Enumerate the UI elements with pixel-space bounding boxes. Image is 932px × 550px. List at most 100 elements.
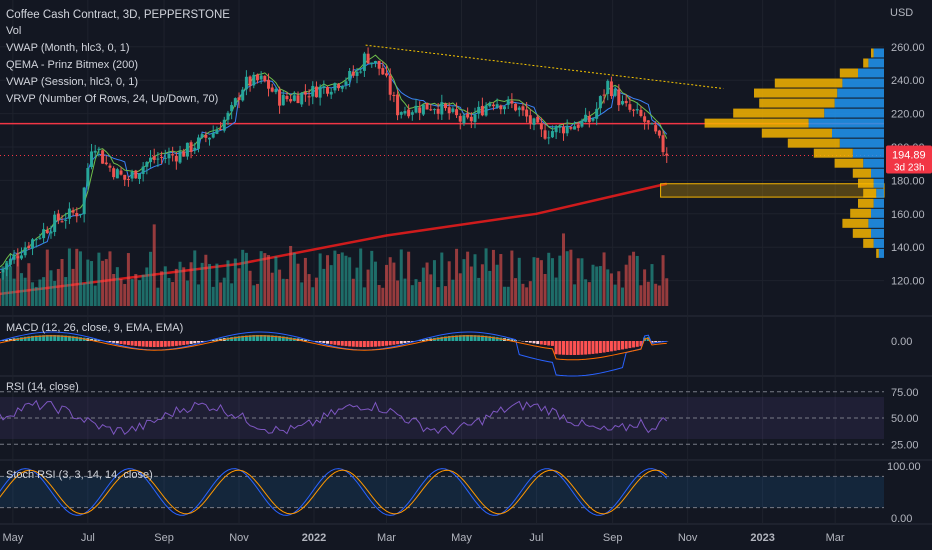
candle-body[interactable]	[126, 178, 130, 180]
candle-body[interactable]	[569, 127, 573, 129]
candle-body[interactable]	[182, 151, 186, 157]
candle-body[interactable]	[34, 239, 38, 241]
candle-body[interactable]	[617, 89, 621, 106]
candle-body[interactable]	[278, 89, 282, 106]
candle-body[interactable]	[506, 99, 510, 105]
candle-body[interactable]	[444, 103, 448, 109]
candle-body[interactable]	[565, 125, 569, 134]
candle-body[interactable]	[19, 255, 23, 259]
candle-body[interactable]	[145, 162, 149, 167]
indicator-vrvp[interactable]: VRVP (Number Of Rows, 24, Up/Down, 70)	[6, 93, 219, 105]
candle-body[interactable]	[8, 258, 12, 265]
candle-body[interactable]	[624, 101, 628, 104]
candle-body[interactable]	[101, 150, 105, 164]
candle-body[interactable]	[539, 123, 543, 130]
candle-body[interactable]	[532, 118, 536, 125]
candle-body[interactable]	[307, 96, 311, 98]
candle-body[interactable]	[620, 101, 624, 105]
candle-body[interactable]	[185, 142, 189, 157]
candle-body[interactable]	[167, 153, 171, 159]
chart-title[interactable]: Coffee Cash Contract, 3D, PEPPERSTONE	[6, 9, 230, 21]
indicator-volume[interactable]: Vol	[6, 25, 22, 37]
candle-body[interactable]	[429, 109, 433, 111]
candle-body[interactable]	[373, 61, 377, 64]
indicator-vwap-session[interactable]: VWAP (Session, hlc3, 0, 1)	[6, 76, 139, 88]
candle-body[interactable]	[82, 187, 86, 215]
candle-body[interactable]	[130, 171, 134, 179]
candle-body[interactable]	[366, 53, 370, 64]
candle-body[interactable]	[595, 108, 599, 119]
candle-body[interactable]	[75, 213, 79, 217]
candle-body[interactable]	[255, 74, 259, 81]
candle-body[interactable]	[491, 104, 495, 107]
candle-body[interactable]	[665, 153, 669, 156]
candle-body[interactable]	[469, 116, 473, 122]
candle-body[interactable]	[67, 208, 71, 219]
candle-body[interactable]	[204, 134, 208, 138]
candle-body[interactable]	[244, 76, 248, 90]
candle-body[interactable]	[407, 109, 411, 117]
candle-body[interactable]	[414, 105, 418, 113]
candle-body[interactable]	[418, 107, 422, 113]
candle-body[interactable]	[348, 70, 352, 81]
candle-body[interactable]	[115, 169, 119, 179]
candle-body[interactable]	[281, 94, 285, 106]
candle-body[interactable]	[381, 68, 385, 75]
candle-body[interactable]	[93, 150, 97, 153]
candle-body[interactable]	[300, 92, 304, 105]
candle-body[interactable]	[285, 95, 289, 100]
candle-body[interactable]	[536, 116, 540, 123]
candle-body[interactable]	[237, 97, 241, 100]
candle-body[interactable]	[661, 135, 665, 153]
candle-body[interactable]	[112, 168, 116, 178]
candle-body[interactable]	[318, 86, 322, 98]
candle-body[interactable]	[215, 129, 219, 134]
candle-body[interactable]	[432, 109, 436, 111]
candle-body[interactable]	[477, 106, 481, 114]
candle-body[interactable]	[60, 221, 64, 223]
candle-body[interactable]	[466, 113, 470, 118]
candle-body[interactable]	[525, 109, 529, 117]
candle-body[interactable]	[377, 60, 381, 69]
candle-body[interactable]	[562, 126, 566, 134]
candle-body[interactable]	[241, 89, 245, 101]
candle-body[interactable]	[451, 108, 455, 112]
candle-body[interactable]	[178, 151, 182, 163]
candle-body[interactable]	[263, 75, 267, 82]
candle-body[interactable]	[208, 137, 212, 140]
candle-body[interactable]	[222, 119, 226, 131]
candle-body[interactable]	[337, 84, 341, 89]
candle-body[interactable]	[591, 118, 595, 121]
candle-body[interactable]	[632, 109, 636, 111]
candle-body[interactable]	[259, 75, 263, 80]
candle-body[interactable]	[90, 151, 94, 168]
candle-body[interactable]	[558, 126, 562, 128]
candle-body[interactable]	[296, 95, 300, 104]
candle-body[interactable]	[480, 105, 484, 116]
candle-body[interactable]	[193, 147, 197, 151]
candle-body[interactable]	[388, 75, 392, 95]
candle-body[interactable]	[396, 94, 400, 116]
candle-body[interactable]	[211, 132, 215, 138]
support-zone[interactable]	[660, 183, 885, 198]
candle-body[interactable]	[149, 157, 153, 163]
candle-body[interactable]	[160, 156, 164, 158]
candle-body[interactable]	[517, 107, 521, 110]
candle-body[interactable]	[189, 142, 193, 153]
candle-body[interactable]	[104, 162, 108, 165]
candle-body[interactable]	[119, 170, 123, 175]
candle-body[interactable]	[436, 108, 440, 114]
candle-body[interactable]	[554, 126, 558, 133]
candle-body[interactable]	[628, 104, 632, 110]
rsi-label[interactable]: RSI (14, close)	[6, 381, 79, 393]
candle-body[interactable]	[543, 130, 547, 139]
candle-body[interactable]	[340, 86, 344, 89]
candle-body[interactable]	[584, 114, 588, 122]
candle-body[interactable]	[329, 91, 333, 95]
candle-body[interactable]	[657, 130, 661, 136]
candle-body[interactable]	[267, 79, 271, 89]
candle-body[interactable]	[226, 112, 230, 120]
candle-body[interactable]	[473, 114, 477, 122]
candle-body[interactable]	[362, 53, 366, 71]
